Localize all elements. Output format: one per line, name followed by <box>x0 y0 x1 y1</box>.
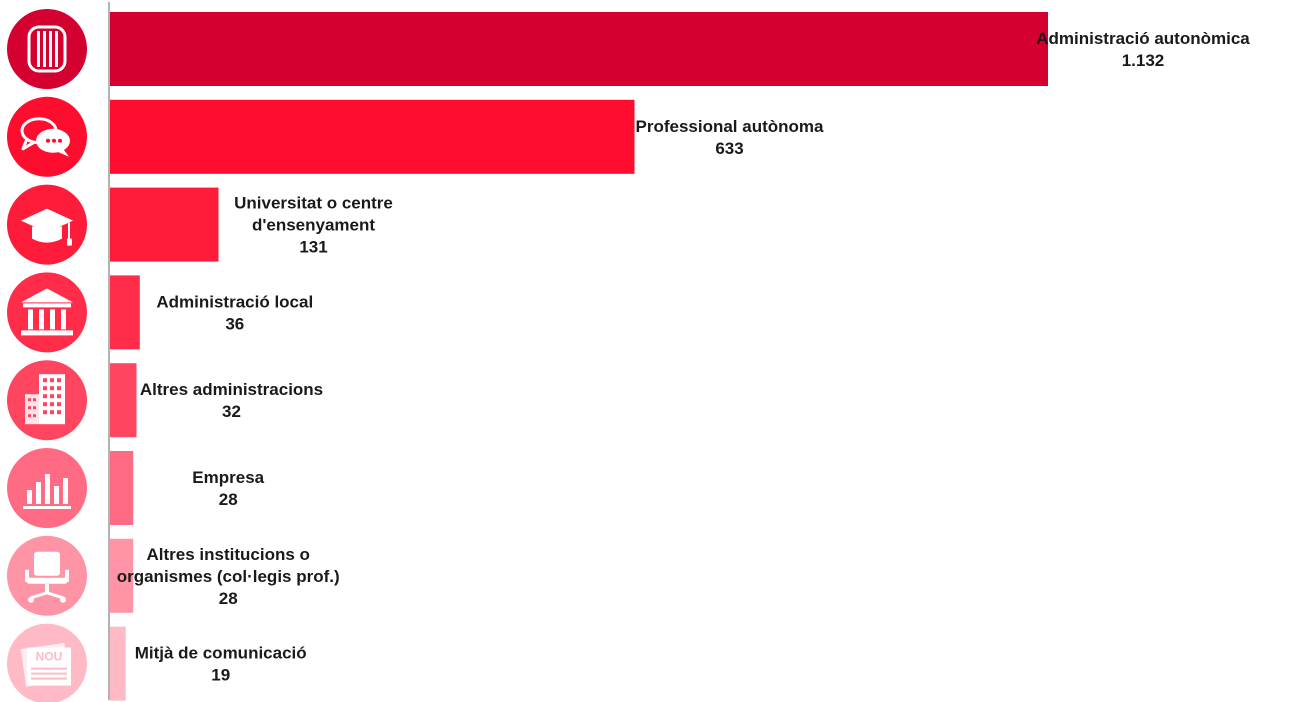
category-label: d'ensenyament <box>252 216 375 235</box>
value-label: 131 <box>299 238 327 257</box>
government-emblem-icon <box>7 9 87 89</box>
newspaper-icon: NOU <box>7 623 87 702</box>
bar <box>110 451 134 525</box>
value-label: 28 <box>219 490 238 509</box>
category-label: Mitjà de comunicació <box>135 644 307 663</box>
value-label: 32 <box>222 402 241 421</box>
newspaper-icon-text: NOU <box>36 650 63 664</box>
category-label: Administració local <box>156 292 313 311</box>
office-building-icon <box>7 360 87 441</box>
category-label: Empresa <box>192 468 264 487</box>
bar <box>110 626 126 701</box>
bar <box>110 99 635 174</box>
value-label: 1.132 <box>1122 51 1165 70</box>
bar <box>110 275 140 350</box>
bar <box>110 538 134 613</box>
category-label: Administració autonòmica <box>1036 29 1250 48</box>
graduation-cap-icon <box>7 184 87 265</box>
value-label: 36 <box>225 314 244 333</box>
chat-bubbles-icon <box>7 96 87 177</box>
bar <box>110 12 1048 86</box>
bar-chart-icon <box>7 448 87 528</box>
institution-building-icon <box>7 272 87 353</box>
office-chair-icon <box>7 535 87 616</box>
category-label: organismes (col·legis prof.) <box>117 567 340 586</box>
category-label: Professional autònoma <box>636 117 825 136</box>
value-label: 19 <box>211 666 230 685</box>
value-label: 633 <box>715 139 743 158</box>
category-label: Altres institucions o <box>146 545 309 564</box>
category-label: Universitat o centre <box>234 194 393 213</box>
bar <box>110 363 137 438</box>
category-label: Altres administracions <box>140 380 323 399</box>
bar <box>110 187 219 262</box>
value-label: 28 <box>219 589 238 608</box>
